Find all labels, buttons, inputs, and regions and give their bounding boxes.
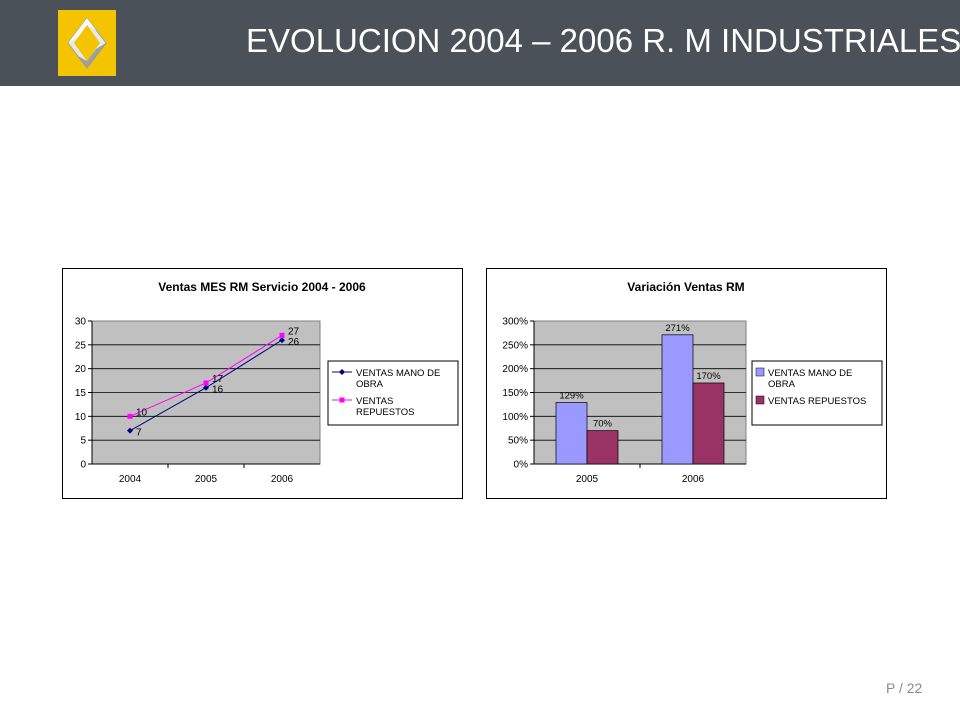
legend-label-0: VENTAS MANO DE OBRA: [768, 368, 852, 390]
bar-1: [586, 430, 619, 465]
data-label: 16: [212, 385, 224, 396]
chart-title: Ventas MES RM Servicio 2004 - 2006: [158, 280, 366, 294]
bar-chart-variacion-ventas: Variación Ventas RM 0% 50% 100% 150% 200% 250%…: [486, 268, 887, 499]
y-tick-label: 25: [75, 340, 87, 351]
chart-title: Variación Ventas RM: [627, 280, 744, 294]
y-tick-label: 200%: [502, 364, 528, 375]
x-tick-label: 2005: [195, 474, 218, 485]
data-point: [203, 380, 209, 386]
renault-logo: [58, 10, 116, 76]
data-label: 17: [212, 374, 224, 385]
x-tick-label: 2006: [271, 474, 294, 485]
y-tick-label: 150%: [502, 388, 528, 399]
bar-chart-svg: Variación Ventas RM 0% 50% 100% 150% 200% 250%…: [502, 280, 883, 485]
x-tick-label: 2006: [682, 474, 705, 485]
bar-label: 70%: [593, 419, 613, 430]
data-label: 7: [136, 428, 142, 439]
line-chart-svg: Ventas MES RM Servicio 2004 - 2006 0 5 10 15…: [75, 280, 459, 485]
legend-marker-1: [339, 397, 345, 403]
data-point: [203, 384, 209, 391]
data-point: [127, 427, 133, 434]
data-point: [127, 413, 133, 419]
y-tick-label: 15: [75, 388, 87, 399]
bar-1: [692, 382, 725, 465]
x-tick-label: 2005: [576, 474, 599, 485]
y-tick-label: 10: [75, 412, 87, 423]
bar-0: [661, 334, 694, 465]
y-tick-label: 30: [75, 317, 87, 328]
legend-box: [751, 360, 883, 426]
header-bar: EVOLUCION 2004 – 2006 R. M INDUSTRIALES: [0, 0, 960, 86]
bar-0: [555, 402, 588, 465]
bar-label: 129%: [559, 391, 584, 402]
x-tick-label: 2004: [119, 474, 142, 485]
y-tick-label: 250%: [502, 340, 528, 351]
legend-label-1: VENTAS REPUESTOS: [356, 396, 414, 418]
y-tick-label: 5: [80, 436, 86, 447]
y-tick-label: 0: [80, 460, 86, 471]
y-tick-label: 300%: [502, 317, 528, 328]
legend-label-0: VENTAS MANO DE OBRA: [356, 368, 440, 390]
legend-swatch-1: [755, 395, 765, 405]
line-chart-ventas-servicio: Ventas MES RM Servicio 2004 - 2006 0 5 10 15…: [62, 268, 463, 499]
page-number: P / 22: [886, 680, 923, 696]
bar-label: 170%: [696, 371, 721, 382]
y-tick-label: 50%: [508, 436, 528, 447]
y-tick-label: 0%: [514, 460, 529, 471]
y-tick-label: 20: [75, 364, 87, 375]
y-tick-label: 100%: [502, 412, 528, 423]
bar-label: 271%: [665, 323, 690, 334]
legend-label-1: VENTAS REPUESTOS: [768, 396, 866, 407]
data-label: 10: [136, 407, 148, 418]
data-point: [279, 332, 285, 338]
data-label: 26: [288, 337, 300, 348]
legend-swatch-0: [755, 367, 765, 377]
data-label: 27: [288, 326, 300, 337]
renault-diamond-icon: [67, 17, 107, 69]
data-point: [279, 337, 285, 344]
legend-marker-0: [339, 369, 345, 375]
page-title: EVOLUCION 2004 – 2006 R. M INDUSTRIALES: [246, 22, 960, 59]
